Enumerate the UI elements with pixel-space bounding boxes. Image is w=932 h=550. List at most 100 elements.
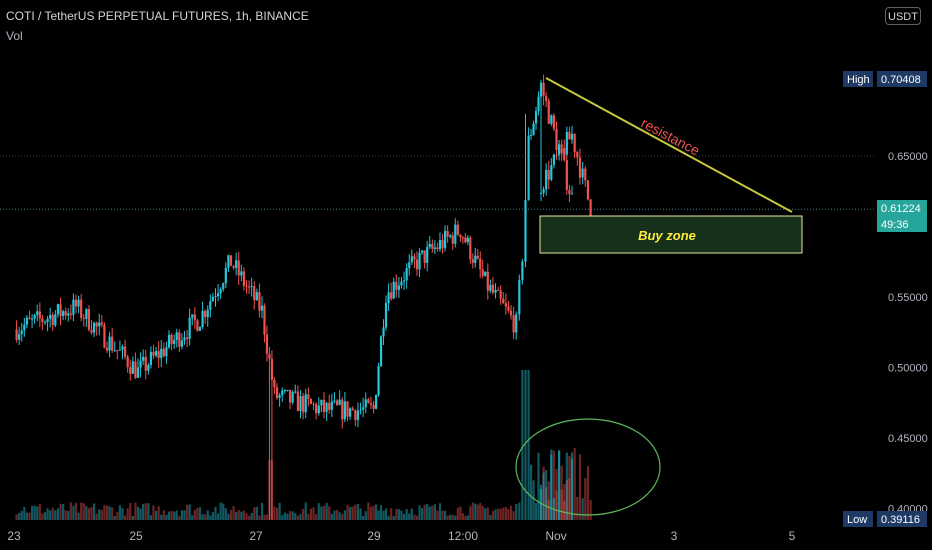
volume-bar bbox=[584, 478, 587, 520]
volume-bar bbox=[418, 505, 421, 520]
volume-bar bbox=[288, 510, 292, 520]
volume-bar bbox=[198, 507, 202, 520]
volume-bar bbox=[260, 502, 264, 520]
volume-bar bbox=[30, 505, 34, 520]
candle-body bbox=[103, 324, 106, 348]
volume-bar bbox=[15, 514, 18, 520]
volume-bar bbox=[216, 513, 220, 520]
candle-body bbox=[481, 269, 484, 276]
candle-body bbox=[51, 314, 54, 326]
candle-body bbox=[456, 224, 459, 235]
volume-indicator-label[interactable]: Vol bbox=[6, 29, 23, 43]
candle-body bbox=[302, 396, 305, 413]
volume-bar bbox=[100, 509, 103, 520]
candle-body bbox=[18, 334, 21, 340]
volume-bar bbox=[426, 503, 429, 520]
volume-bar bbox=[206, 510, 209, 520]
high-value-tag-bg bbox=[877, 71, 927, 87]
volume-bar bbox=[565, 479, 568, 520]
candle-body bbox=[426, 247, 429, 263]
candle-body bbox=[275, 387, 279, 398]
volume-bar bbox=[395, 508, 398, 520]
candle-body bbox=[322, 399, 326, 412]
volume-bar bbox=[247, 515, 251, 520]
candle-body bbox=[532, 123, 535, 135]
volume-bar bbox=[80, 502, 83, 520]
volume-bar bbox=[466, 515, 469, 520]
candle-body bbox=[449, 235, 452, 237]
candle-body bbox=[431, 243, 434, 249]
volume-spike-circle bbox=[515, 418, 661, 516]
candle-body bbox=[433, 247, 436, 249]
volume-bar bbox=[542, 472, 545, 520]
candle-body bbox=[59, 304, 62, 317]
candle-body bbox=[395, 281, 398, 290]
volume-bar bbox=[382, 510, 385, 520]
volume-bar bbox=[304, 502, 307, 520]
volume-bar bbox=[515, 504, 518, 520]
volume-bar bbox=[555, 468, 558, 520]
candle-body bbox=[250, 285, 253, 287]
volume-bar bbox=[265, 514, 269, 520]
candle-body bbox=[258, 292, 261, 311]
candle-body bbox=[173, 339, 176, 344]
low-label-tag-bg bbox=[843, 511, 873, 527]
candle-body bbox=[320, 399, 323, 406]
currency-button[interactable]: USDT bbox=[885, 7, 921, 25]
candle-body bbox=[325, 402, 328, 412]
volume-bar bbox=[307, 513, 310, 520]
volume-bar bbox=[451, 514, 454, 520]
volume-bar bbox=[183, 510, 186, 520]
candle-body bbox=[497, 289, 500, 291]
candle-body bbox=[260, 305, 264, 311]
low-value-tag: 0.39116 bbox=[877, 511, 927, 527]
volume-bar bbox=[367, 502, 370, 520]
volume-bar bbox=[90, 506, 93, 520]
time-tick-label: 3 bbox=[671, 529, 678, 543]
volume-bar bbox=[421, 508, 424, 520]
volume-bar bbox=[253, 507, 256, 520]
candle-body bbox=[162, 348, 165, 357]
volume-bar bbox=[545, 487, 548, 520]
candle-body bbox=[563, 147, 566, 155]
volume-bar bbox=[312, 507, 315, 520]
candle-body bbox=[317, 405, 320, 414]
candle-body bbox=[521, 261, 524, 281]
candle-body bbox=[69, 313, 72, 315]
candle-body bbox=[147, 365, 150, 371]
candle-body bbox=[555, 154, 558, 156]
candle-body bbox=[557, 144, 561, 156]
candle-body bbox=[400, 281, 403, 286]
volume-bar bbox=[534, 502, 538, 520]
volume-bar bbox=[568, 455, 571, 520]
volume-bar bbox=[315, 514, 318, 520]
candle-body bbox=[77, 299, 80, 307]
volume-bar bbox=[379, 505, 383, 520]
volume-bar bbox=[576, 497, 579, 520]
symbol-title: COTI / TetherUS PERPETUAL FUTURES, 1h, B… bbox=[6, 9, 309, 23]
volume-bar bbox=[341, 513, 344, 520]
time-tick-label: 5 bbox=[789, 529, 796, 543]
resistance-trendline bbox=[545, 77, 793, 213]
candle-body bbox=[49, 314, 52, 319]
candle-body bbox=[333, 400, 336, 402]
candle-body bbox=[100, 322, 103, 325]
time-tick-label: Nov bbox=[545, 529, 566, 543]
candle-body bbox=[67, 313, 70, 316]
time-tick-label: 25 bbox=[129, 529, 143, 543]
volume-bar bbox=[354, 504, 357, 520]
low-value-tag-text: 0.39116 bbox=[881, 514, 920, 526]
low-value-tag-bg bbox=[877, 511, 927, 527]
volume-bar bbox=[410, 508, 413, 520]
volume-bar bbox=[278, 502, 281, 520]
volume-bar bbox=[85, 506, 88, 520]
candle-body bbox=[459, 234, 462, 238]
volume-bar bbox=[351, 506, 354, 520]
volume-bar bbox=[211, 512, 215, 520]
volume-bar bbox=[134, 502, 137, 520]
candle-body bbox=[410, 256, 413, 263]
candle-body bbox=[64, 311, 67, 316]
candle-body bbox=[315, 404, 318, 414]
volume-bar bbox=[555, 490, 558, 520]
